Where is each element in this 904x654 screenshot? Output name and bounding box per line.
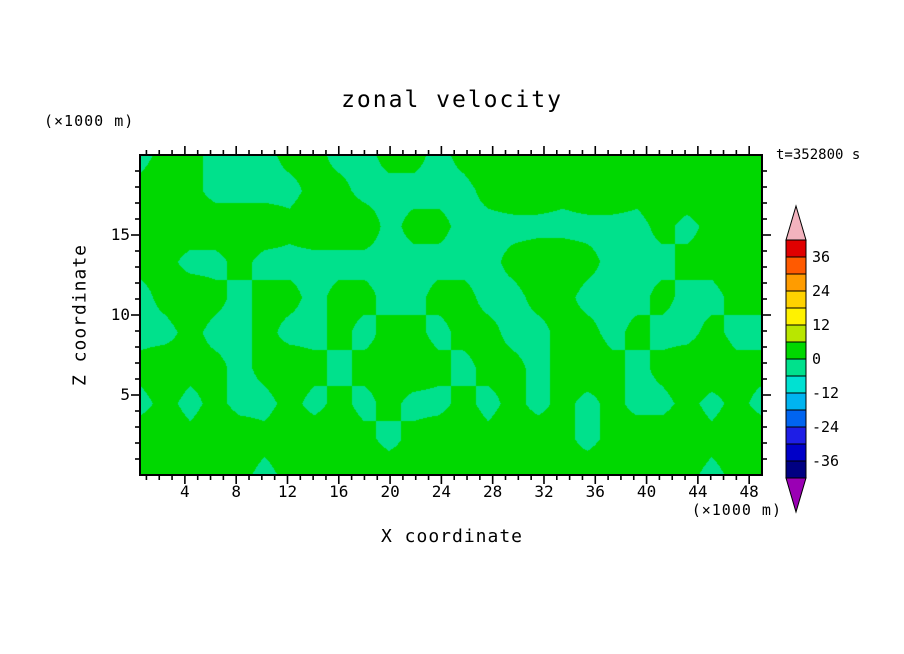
colorbar-segment xyxy=(785,290,807,309)
timestamp-label: t=352800 s xyxy=(776,147,861,163)
x-axis-units-label: (×1000 m) xyxy=(691,501,782,519)
colorbar-top-arrow xyxy=(785,204,807,241)
colorbar-label: -12 xyxy=(812,384,840,402)
x-axis-tick-label: 36 xyxy=(585,482,605,501)
colorbar-segment xyxy=(785,273,807,292)
x-axis-tick-label: 44 xyxy=(688,482,708,501)
x-axis-tick-label: 24 xyxy=(431,482,452,501)
colorbar-segment xyxy=(785,409,807,428)
colorbar-label: 36 xyxy=(812,248,831,266)
chart-title: zonal velocity xyxy=(341,87,563,113)
x-axis-tick-label: 20 xyxy=(380,482,400,501)
x-axis-tick-label: 40 xyxy=(636,482,657,501)
colorbar-segment xyxy=(785,358,807,377)
colorbar-label: 24 xyxy=(812,282,831,300)
colorbar-segment xyxy=(785,375,807,394)
colorbar-segment xyxy=(785,443,807,462)
colorbar-segment xyxy=(785,460,807,479)
x-axis-tick-label: 8 xyxy=(231,482,241,501)
colorbar-label: -24 xyxy=(812,418,840,436)
x-axis-tick-label: 12 xyxy=(277,482,298,501)
z-axis-tick-label: 5 xyxy=(120,385,130,404)
colorbar-label: 0 xyxy=(812,350,822,368)
colorbar-segment xyxy=(785,426,807,445)
colorbar-label: 12 xyxy=(812,316,831,334)
colorbar-segment xyxy=(785,341,807,360)
x-axis-tick-label: 32 xyxy=(534,482,554,501)
colorbar-label: -36 xyxy=(812,452,840,470)
z-axis-units-label: (×1000 m) xyxy=(44,112,135,130)
colorbar-segment xyxy=(785,392,807,411)
x-axis-tick-label: 16 xyxy=(329,482,349,501)
colorbar-bottom-arrow xyxy=(785,477,807,514)
colorbar-segment xyxy=(785,324,807,343)
colorbar-segment xyxy=(785,307,807,326)
contour-field xyxy=(140,155,762,475)
x-axis-tick-label: 28 xyxy=(483,482,503,501)
z-axis-tick-label: 10 xyxy=(110,305,130,324)
x-axis-title: X coordinate xyxy=(380,526,524,547)
colorbar-segment xyxy=(785,256,807,275)
colorbar-segment xyxy=(785,239,807,258)
z-axis-tick-label: 15 xyxy=(110,225,130,244)
x-axis-tick-label: 48 xyxy=(739,482,759,501)
x-axis-tick-label: 4 xyxy=(180,482,190,501)
